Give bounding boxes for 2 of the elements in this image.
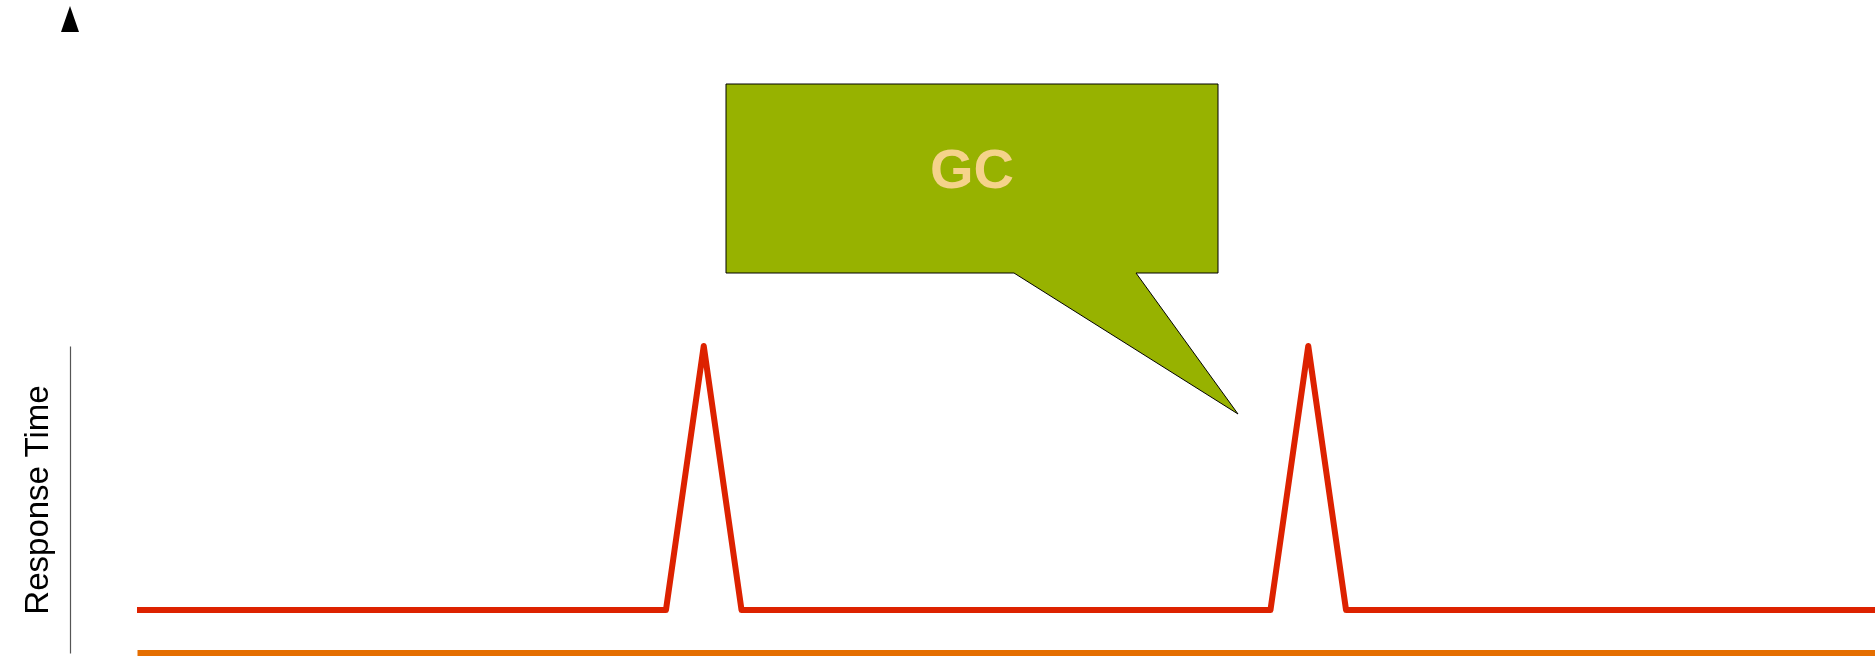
y-axis-title: Response Time xyxy=(17,385,55,615)
text: GC xyxy=(930,137,1014,200)
